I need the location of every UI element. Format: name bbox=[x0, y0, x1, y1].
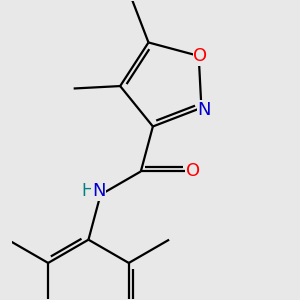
Text: N: N bbox=[92, 182, 106, 200]
Text: N: N bbox=[197, 100, 211, 118]
Text: H: H bbox=[82, 182, 94, 200]
Text: O: O bbox=[194, 47, 208, 65]
Text: O: O bbox=[186, 162, 200, 180]
